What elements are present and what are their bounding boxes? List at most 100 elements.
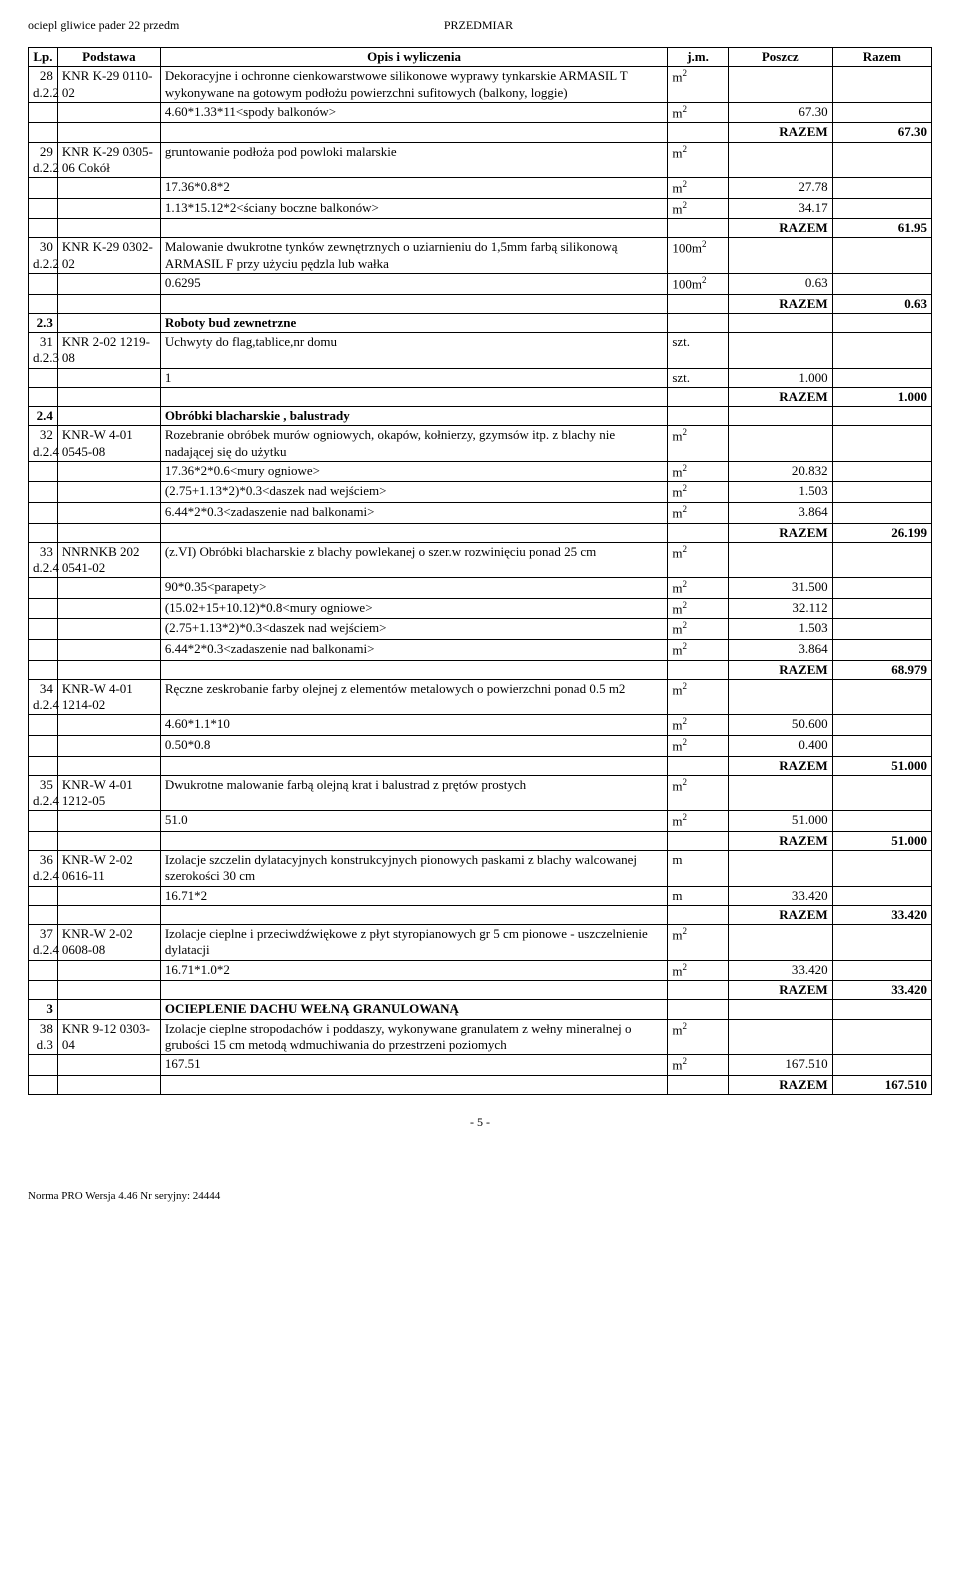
cell-lp: 38d.3 xyxy=(29,1019,58,1055)
cell-jm: m2 xyxy=(668,598,729,619)
cell-podstawa: KNR-W 2-02 0608-08 xyxy=(57,925,160,961)
table-row: 6.44*2*0.3<zadaszenie nad balkonami>m23.… xyxy=(29,502,932,523)
table-row: RAZEM61.95 xyxy=(29,219,932,238)
cell-jm xyxy=(668,523,729,542)
cell-razem-label: RAZEM xyxy=(728,523,832,542)
cell-jm: m2 xyxy=(668,775,729,811)
table-row: 29d.2.2KNR K-29 0305-06 Cokółgruntowanie… xyxy=(29,142,932,178)
cell-opis: Dwukrotne malowanie farbą olejną krat i … xyxy=(160,775,667,811)
cell-podstawa xyxy=(57,219,160,238)
cell-razem xyxy=(832,775,931,811)
cell-lp: 28d.2.2 xyxy=(29,67,58,103)
cell-opis xyxy=(160,123,667,142)
cell-opis: 0.50*0.8 xyxy=(160,735,667,756)
cell-poszcz: 67.30 xyxy=(728,102,832,123)
table-row: 51.0m251.000 xyxy=(29,811,932,832)
cell-poszcz: 33.420 xyxy=(728,960,832,981)
header-right: PRZEDMIAR xyxy=(444,18,932,33)
cell-lp xyxy=(29,219,58,238)
cell-jm: m2 xyxy=(668,960,729,981)
cell-opis: (15.02+15+10.12)*0.8<mury ogniowe> xyxy=(160,598,667,619)
cell-jm xyxy=(668,660,729,679)
cell-lp xyxy=(29,981,58,1000)
th-poszcz: Poszcz xyxy=(728,48,832,67)
table-row: 2.4Obróbki blacharskie , balustrady xyxy=(29,407,932,426)
cell-jm: m2 xyxy=(668,925,729,961)
cell-razem xyxy=(832,679,931,715)
cell-razem xyxy=(832,238,931,274)
th-jm: j.m. xyxy=(668,48,729,67)
cell-jm: m2 xyxy=(668,640,729,661)
cell-razem xyxy=(832,851,931,887)
cell-podstawa xyxy=(57,294,160,313)
th-lp: Lp. xyxy=(29,48,58,67)
cell-razem xyxy=(832,142,931,178)
cell-razem xyxy=(832,811,931,832)
cell-lp: 29d.2.2 xyxy=(29,142,58,178)
footer-text: Norma PRO Wersja 4.46 Nr seryjny: 24444 xyxy=(28,1190,932,1202)
cell-poszcz: 3.864 xyxy=(728,502,832,523)
cell-poszcz: 0.400 xyxy=(728,735,832,756)
cell-jm: m2 xyxy=(668,67,729,103)
cell-opis: (2.75+1.13*2)*0.3<daszek nad wejściem> xyxy=(160,619,667,640)
cell-lp: 30d.2.2 xyxy=(29,238,58,274)
cell-razem: 67.30 xyxy=(832,123,931,142)
cell-poszcz xyxy=(728,67,832,103)
cell-lp xyxy=(29,905,58,924)
cell-lp xyxy=(29,886,58,905)
cell-poszcz xyxy=(728,1019,832,1055)
cell-jm: szt. xyxy=(668,368,729,387)
cell-jm: m2 xyxy=(668,735,729,756)
table-row: 30d.2.2KNR K-29 0302-02Malowanie dwukrot… xyxy=(29,238,932,274)
cell-poszcz xyxy=(728,407,832,426)
table-row: 37d.2.4KNR-W 2-02 0608-08Izolacje ciepln… xyxy=(29,925,932,961)
cell-opis xyxy=(160,294,667,313)
cell-podstawa xyxy=(57,178,160,199)
cell-opis: Izolacje cieplne i przeciwdźwiękowe z pł… xyxy=(160,925,667,961)
table-row: 1.13*15.12*2<ściany boczne balkonów>m234… xyxy=(29,198,932,219)
table-row: RAZEM1.000 xyxy=(29,387,932,406)
table-row: 0.50*0.8m20.400 xyxy=(29,735,932,756)
cell-jm xyxy=(668,831,729,850)
cell-razem-label: RAZEM xyxy=(728,123,832,142)
cell-razem: 1.000 xyxy=(832,387,931,406)
cell-razem xyxy=(832,333,931,369)
cell-podstawa xyxy=(57,102,160,123)
cell-poszcz: 32.112 xyxy=(728,598,832,619)
cell-opis: 0.6295 xyxy=(160,273,667,294)
cell-podstawa xyxy=(57,502,160,523)
cell-jm: m xyxy=(668,851,729,887)
cell-razem: 68.979 xyxy=(832,660,931,679)
cell-poszcz: 50.600 xyxy=(728,715,832,736)
table-row: 16.71*2m33.420 xyxy=(29,886,932,905)
cell-poszcz xyxy=(728,1000,832,1019)
cell-razem xyxy=(832,198,931,219)
cell-opis: 17.36*0.8*2 xyxy=(160,178,667,199)
cell-podstawa xyxy=(57,407,160,426)
cell-lp xyxy=(29,715,58,736)
cell-poszcz xyxy=(728,542,832,578)
cell-podstawa xyxy=(57,660,160,679)
cell-lp xyxy=(29,1075,58,1094)
cell-razem xyxy=(832,640,931,661)
cell-opis xyxy=(160,905,667,924)
cell-podstawa xyxy=(57,905,160,924)
cell-jm: 100m2 xyxy=(668,238,729,274)
table-row: 38d.3KNR 9-12 0303-04Izolacje cieplne st… xyxy=(29,1019,932,1055)
cell-opis: (z.VI) Obróbki blacharskie z blachy powl… xyxy=(160,542,667,578)
cell-poszcz: 1.503 xyxy=(728,482,832,503)
cell-lp xyxy=(29,735,58,756)
cell-jm: m2 xyxy=(668,461,729,482)
cell-opis: Roboty bud zewnetrzne xyxy=(160,313,667,332)
cell-podstawa xyxy=(57,368,160,387)
cell-jm: 100m2 xyxy=(668,273,729,294)
cell-razem: 33.420 xyxy=(832,981,931,1000)
cell-razem xyxy=(832,715,931,736)
cell-razem-label: RAZEM xyxy=(728,1075,832,1094)
cell-poszcz: 34.17 xyxy=(728,198,832,219)
cell-podstawa xyxy=(57,756,160,775)
cell-jm xyxy=(668,123,729,142)
cell-poszcz: 31.500 xyxy=(728,578,832,599)
table-row: 17.36*2*0.6<mury ogniowe>m220.832 xyxy=(29,461,932,482)
cell-jm xyxy=(668,981,729,1000)
